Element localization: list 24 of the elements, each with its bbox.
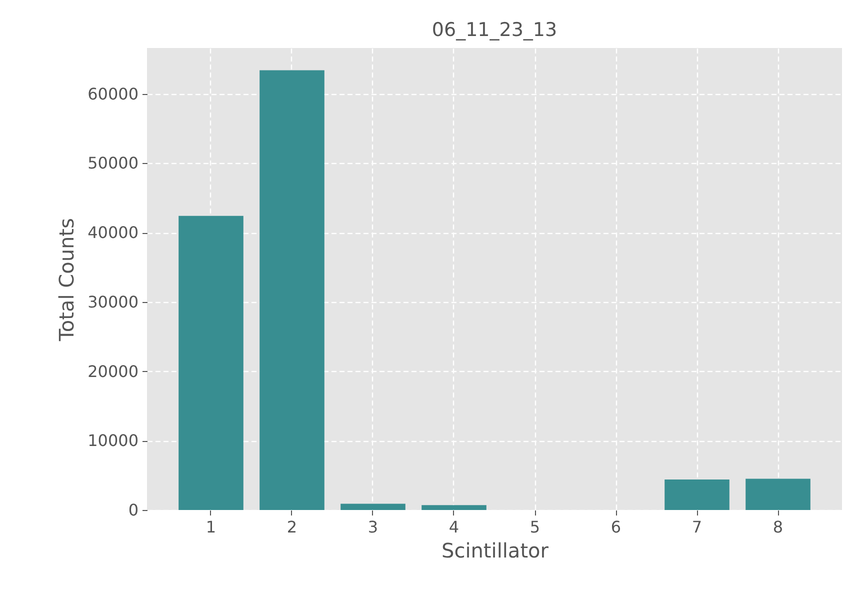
bar xyxy=(260,70,324,510)
x-axis-title: Scintillator xyxy=(442,538,550,562)
y-tick-label: 10000 xyxy=(88,431,138,450)
y-tick-label: 40000 xyxy=(88,223,138,242)
x-tick-label: 7 xyxy=(692,518,702,536)
x-tick-label: 1 xyxy=(206,518,216,536)
x-tick-label: 8 xyxy=(772,518,784,536)
y-tick-label: 50000 xyxy=(88,154,138,173)
chart-title: 06_11_23_13 xyxy=(432,19,558,41)
x-tick-label: 3 xyxy=(368,518,378,536)
y-tick-label: 20000 xyxy=(88,362,138,381)
bar xyxy=(178,216,244,510)
y-axis-title: Total Counts xyxy=(54,218,79,342)
x-tick-label: 4 xyxy=(448,518,460,536)
bar xyxy=(422,505,486,510)
y-tick-label: 30000 xyxy=(88,292,138,312)
x-tick-label: 5 xyxy=(530,518,540,536)
x-tick-label: 6 xyxy=(610,518,622,536)
bar xyxy=(664,479,730,510)
x-tick-label: 2 xyxy=(286,518,298,536)
y-tick-label: 60000 xyxy=(88,84,138,104)
bar xyxy=(340,504,406,510)
y-tick-label: 0 xyxy=(128,500,138,520)
bar xyxy=(746,478,810,510)
